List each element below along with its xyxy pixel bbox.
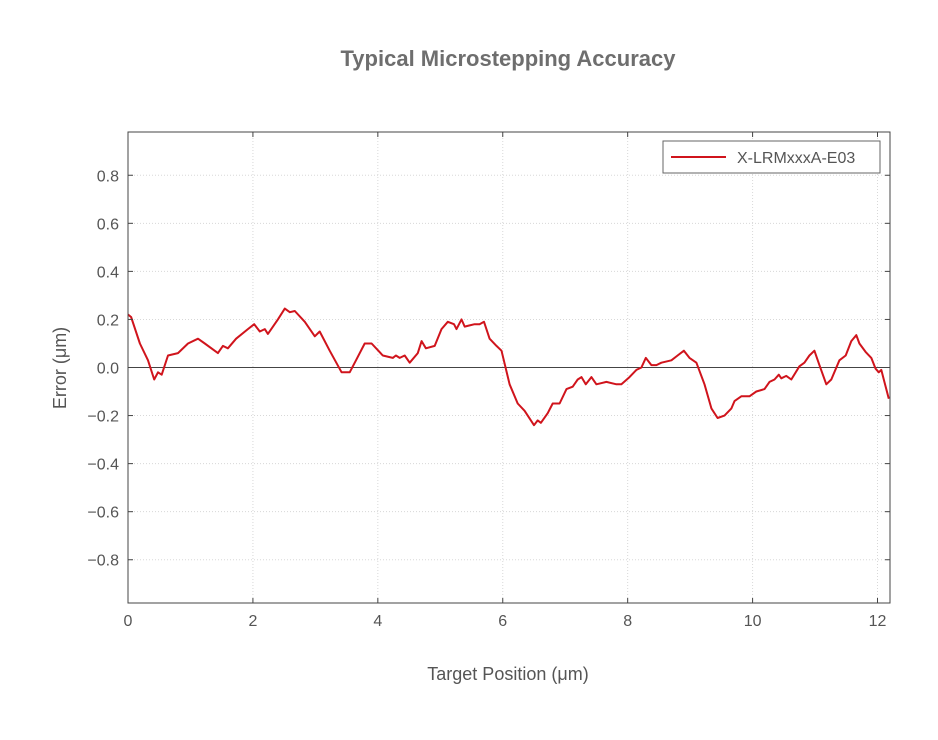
- x-tick-label: 0: [124, 613, 133, 630]
- x-tick-label: 8: [623, 613, 632, 630]
- series-line: [127, 307, 890, 427]
- series-layer: [127, 307, 890, 427]
- y-tick-label: 0.6: [97, 216, 119, 233]
- legend: X-LRMxxxA-E03: [662, 140, 881, 174]
- x-tick-label: 2: [248, 613, 257, 630]
- legend-label: X-LRMxxxA-E03: [737, 150, 855, 167]
- x-tick-label: 10: [744, 613, 762, 630]
- y-tick-label: −0.8: [87, 553, 119, 570]
- ticks: 0 2 4 6 8 10 12 −0.8 −0.6 −0.4 −0.2 0.0 0.2 0.4 0.6 0.8: [87, 132, 890, 630]
- y-tick-label: 0.2: [97, 312, 119, 329]
- y-tick-label: −0.2: [87, 409, 119, 426]
- y-tick-label: −0.6: [87, 505, 119, 522]
- chart-title: Typical Microstepping Accuracy: [341, 46, 677, 71]
- x-tick-label: 12: [869, 613, 887, 630]
- x-tick-label: 4: [373, 613, 382, 630]
- y-tick-label: 0.4: [97, 264, 119, 281]
- y-tick-label: 0.8: [97, 168, 119, 185]
- x-tick-label: 6: [498, 613, 507, 630]
- y-tick-label: 0.0: [97, 361, 119, 378]
- y-tick-label: −0.4: [87, 457, 119, 474]
- x-axis-label: Target Position (μm): [427, 664, 588, 684]
- y-axis-label: Error (μm): [50, 327, 70, 409]
